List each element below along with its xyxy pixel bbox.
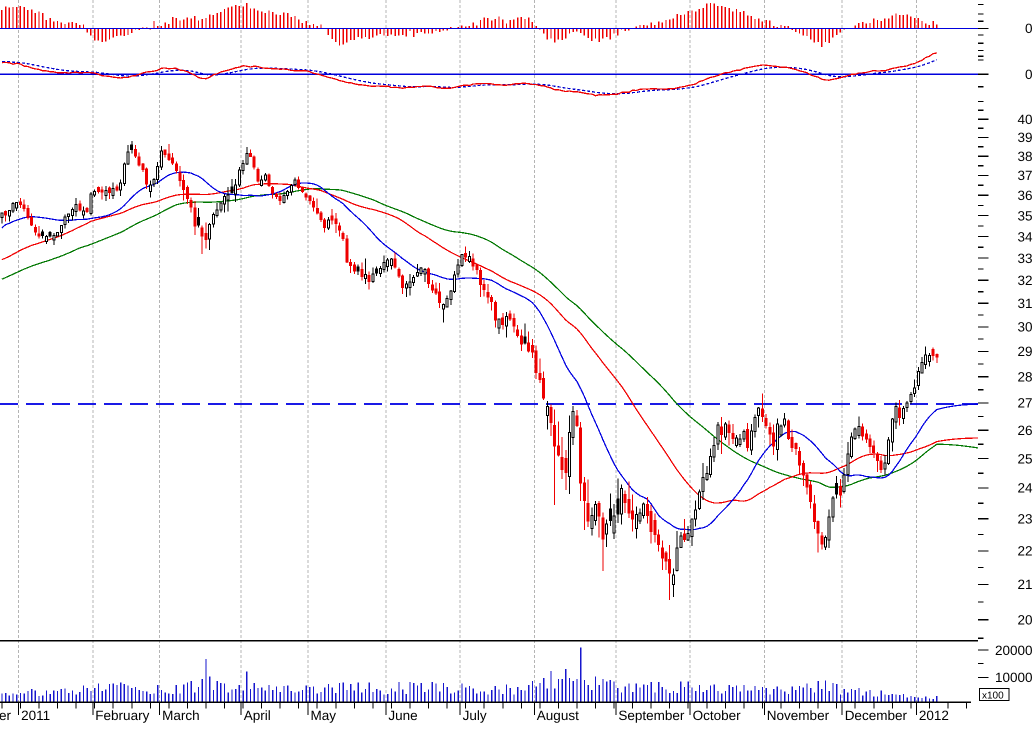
svg-text:24: 24	[1017, 481, 1033, 496]
svg-text:November: November	[767, 708, 830, 723]
svg-text:32: 32	[1017, 273, 1032, 288]
svg-text:33: 33	[1017, 251, 1032, 266]
svg-text:35: 35	[1017, 208, 1032, 223]
svg-text:30: 30	[1017, 320, 1032, 335]
svg-text:20000: 20000	[995, 643, 1033, 658]
svg-text:July: July	[463, 708, 487, 723]
svg-text:36: 36	[1017, 188, 1032, 203]
svg-text:0: 0	[1025, 21, 1033, 36]
svg-text:28: 28	[1017, 369, 1032, 384]
svg-text:38: 38	[1017, 149, 1032, 164]
svg-text:23: 23	[1017, 512, 1032, 527]
svg-text:31: 31	[1017, 296, 1032, 311]
svg-text:December: December	[0, 708, 11, 723]
svg-text:34: 34	[1017, 229, 1033, 244]
svg-text:2012: 2012	[919, 708, 949, 723]
svg-text:May: May	[311, 708, 337, 723]
svg-text:August: August	[537, 708, 579, 723]
svg-text:0: 0	[1025, 67, 1033, 82]
svg-text:x100: x100	[982, 691, 1004, 702]
svg-text:March: March	[162, 708, 200, 723]
svg-text:40: 40	[1017, 112, 1032, 127]
svg-text:26: 26	[1017, 423, 1032, 438]
svg-text:39: 39	[1017, 130, 1032, 145]
svg-text:27: 27	[1017, 396, 1032, 411]
svg-text:April: April	[244, 708, 271, 723]
svg-text:10000: 10000	[995, 670, 1033, 685]
svg-text:37: 37	[1017, 168, 1032, 183]
svg-text:29: 29	[1017, 344, 1032, 359]
svg-text:September: September	[618, 708, 685, 723]
svg-text:21: 21	[1017, 577, 1032, 592]
svg-text:June: June	[388, 708, 417, 723]
svg-text:2011: 2011	[21, 708, 50, 723]
svg-text:December: December	[845, 708, 908, 723]
svg-text:February: February	[95, 708, 149, 723]
svg-text:22: 22	[1017, 544, 1032, 559]
svg-text:25: 25	[1017, 451, 1032, 466]
svg-text:20: 20	[1017, 612, 1032, 627]
svg-text:October: October	[693, 708, 742, 723]
